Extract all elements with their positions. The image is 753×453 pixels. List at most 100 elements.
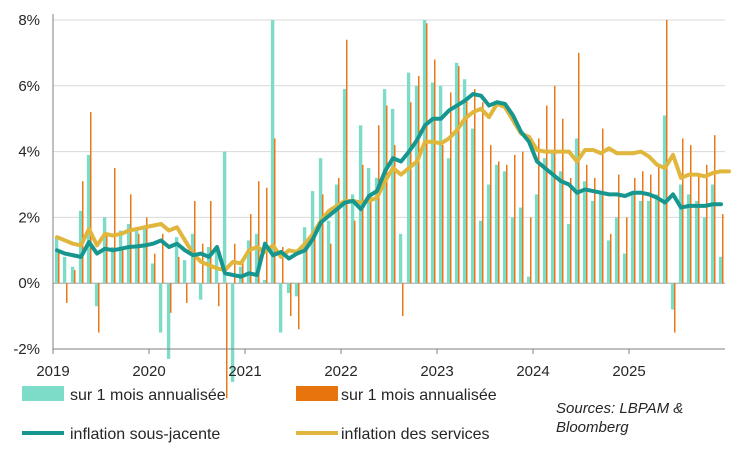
services-bar <box>162 233 164 284</box>
services-bar <box>290 283 292 317</box>
core-bar <box>142 227 147 284</box>
core-bar <box>470 128 475 284</box>
core-bar <box>678 184 683 284</box>
core-bar <box>214 247 219 284</box>
core-bar <box>494 164 499 284</box>
legend-label-services-bar: sur 1 mois annualisée <box>341 387 497 404</box>
core-bar <box>150 263 155 284</box>
core-bar <box>342 89 347 284</box>
services-bar <box>122 250 124 284</box>
y-tick-label: 6% <box>18 78 40 95</box>
core-bar <box>694 200 699 284</box>
services-bar <box>226 283 228 399</box>
core-monthly-bars <box>54 20 723 382</box>
core-bar <box>422 20 427 284</box>
services-bar <box>506 164 508 284</box>
services-bar <box>434 59 436 284</box>
services-bar <box>458 66 460 284</box>
services-bar <box>330 243 332 284</box>
core-bar <box>486 184 491 284</box>
services-bar <box>274 138 276 284</box>
core-bar <box>190 233 195 284</box>
services-bar <box>570 177 572 284</box>
services-bar <box>106 233 108 284</box>
core-bar <box>262 279 267 284</box>
services-bar <box>442 145 444 284</box>
core-bar <box>646 200 651 284</box>
core-bar <box>118 230 123 284</box>
services-bar <box>498 161 500 284</box>
services-bar <box>298 283 300 330</box>
core-bar <box>606 240 611 284</box>
services-bar <box>138 233 140 284</box>
core-bar <box>654 194 659 284</box>
core-bar <box>550 151 555 284</box>
core-bar <box>542 158 547 284</box>
services-bar <box>98 283 100 333</box>
core-bar <box>390 108 395 284</box>
services-bar <box>554 85 556 284</box>
services-bar <box>698 174 700 284</box>
core-bar <box>126 223 131 284</box>
services-bar <box>114 168 116 284</box>
services-bar <box>146 217 148 284</box>
core-bar <box>462 79 467 284</box>
axes <box>52 14 725 350</box>
services-bar <box>466 98 468 284</box>
core-bar <box>270 20 275 284</box>
y-tick-label: 2% <box>18 209 40 226</box>
core-bar <box>454 62 459 284</box>
core-bar <box>710 184 715 284</box>
core-bar <box>166 283 171 359</box>
services-bar <box>418 75 420 284</box>
core-bar <box>630 194 635 284</box>
services-bar <box>626 217 628 284</box>
services-bar <box>522 151 524 284</box>
y-tick-label: 0% <box>18 275 40 292</box>
services-bar <box>690 145 692 284</box>
core-bar <box>414 85 419 284</box>
legend: sur 1 mois annualisée sur 1 mois annuali… <box>22 386 497 443</box>
services-bar <box>130 194 132 284</box>
core-bar <box>334 184 339 284</box>
core-bar <box>62 256 67 284</box>
services-bar <box>594 177 596 284</box>
core-bar <box>510 217 515 284</box>
services-bar <box>66 283 68 303</box>
x-tick-labels: 2019 2020 2021 2022 2023 2024 2025 <box>36 349 646 380</box>
services-bar <box>178 256 180 284</box>
core-bar <box>526 276 531 284</box>
x-tick-label: 2022 <box>324 363 357 380</box>
core-bar <box>718 256 723 284</box>
y-tick-label: 8% <box>18 12 40 29</box>
core-bar <box>70 266 75 284</box>
services-bar <box>346 39 348 284</box>
services-bar <box>218 283 220 307</box>
core-bar <box>54 237 59 284</box>
services-bar <box>90 112 92 284</box>
y-tick-label: -2% <box>13 341 40 358</box>
core-bar <box>302 227 307 284</box>
services-bar <box>674 283 676 333</box>
services-bar <box>186 283 188 303</box>
services-inflation-line <box>55 101 731 273</box>
core-bar <box>430 82 435 284</box>
services-bar <box>650 174 652 284</box>
y-tick-labels: -2% 0% 2% 4% 6% 8% <box>13 12 40 358</box>
core-bar <box>222 151 227 284</box>
core-bar <box>182 260 187 284</box>
y-tick-label: 4% <box>18 144 40 161</box>
services-bar <box>370 194 372 284</box>
legend-label-services-line: inflation des services <box>341 426 490 443</box>
services-bar <box>266 187 268 284</box>
core-bar <box>294 283 299 297</box>
core-bar <box>406 72 411 284</box>
services-bar <box>410 102 412 284</box>
services-bar <box>562 118 564 284</box>
core-bar <box>86 154 91 284</box>
x-tick-label: 2023 <box>420 363 453 380</box>
core-bar <box>662 115 667 284</box>
services-bar <box>610 233 612 284</box>
x-tick-label: 2021 <box>228 363 261 380</box>
